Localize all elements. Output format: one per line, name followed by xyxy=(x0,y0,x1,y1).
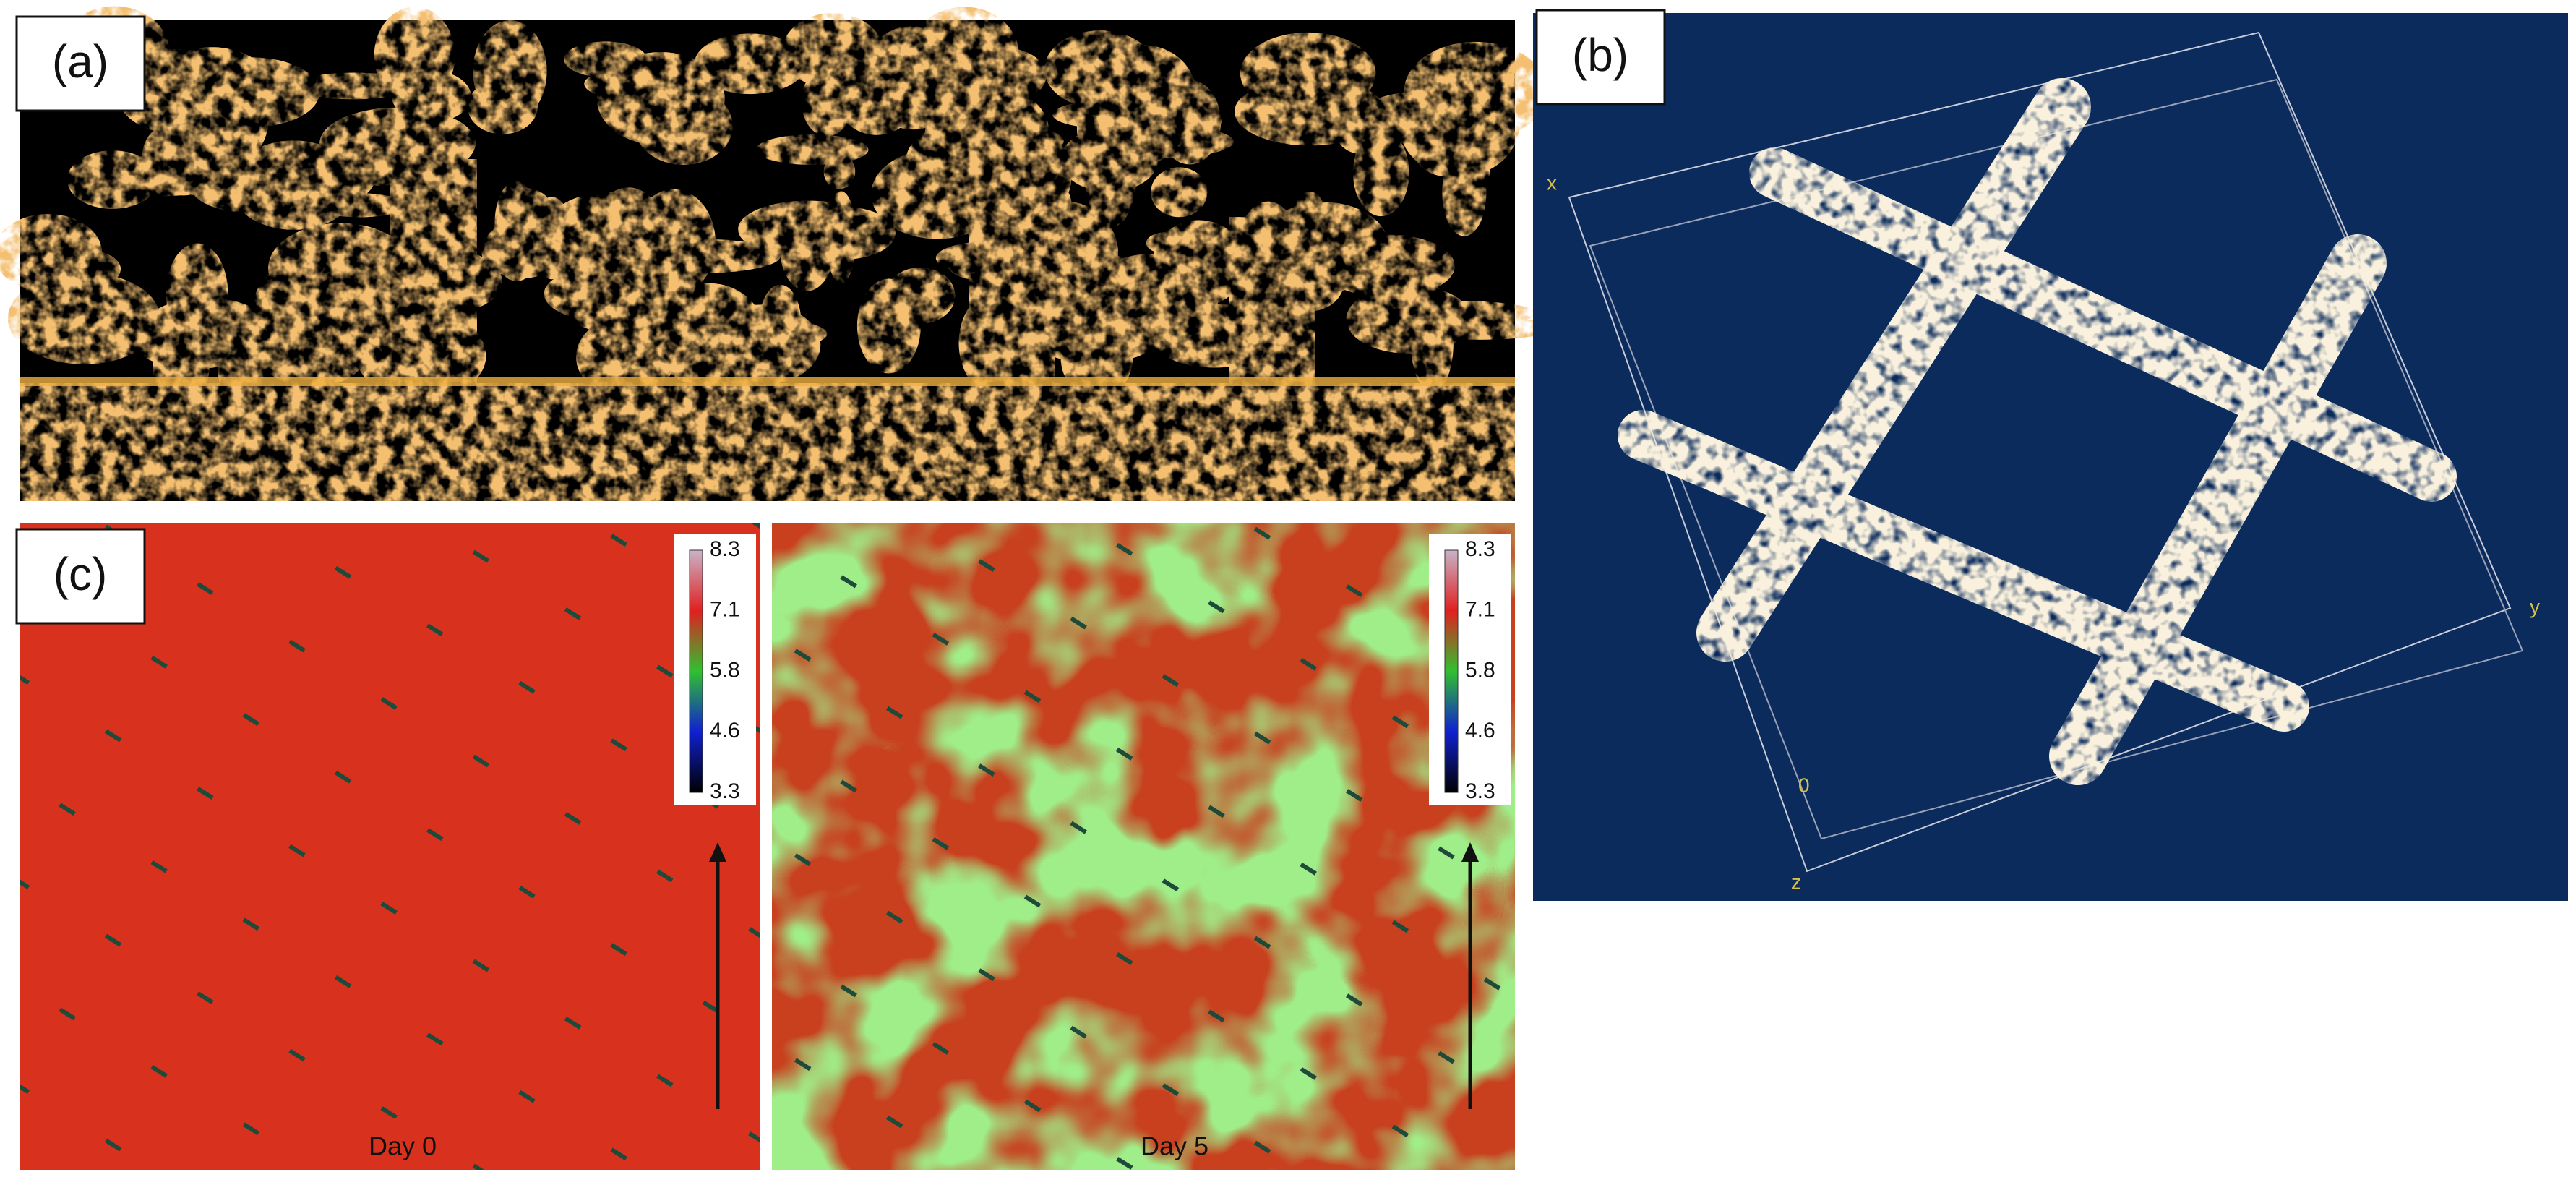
colorbar-tick-label: 3.3 xyxy=(1465,779,1495,803)
colorbar xyxy=(1444,549,1459,793)
scaffold-marks xyxy=(772,523,1515,1170)
substrate-line xyxy=(20,377,1515,386)
colorbar-tick-label: 8.3 xyxy=(710,537,740,561)
axis-label: y xyxy=(2530,595,2540,617)
axis-label: x xyxy=(1547,171,1557,194)
colorbar-tick-label: 5.8 xyxy=(1465,658,1495,682)
scaffold-fibers xyxy=(1618,78,2457,785)
arrow-head xyxy=(709,842,726,862)
panel-label-box xyxy=(1535,9,1666,106)
panel-label-box xyxy=(15,15,146,112)
colorbar-tick-label: 5.8 xyxy=(710,658,740,682)
panel-label: (c) xyxy=(53,548,108,600)
axis-label: z xyxy=(1791,870,1801,893)
colorbar-tick-label: 8.3 xyxy=(1465,537,1495,561)
axis-label: 0 xyxy=(1798,774,1810,796)
scaffold-marks xyxy=(20,523,760,1170)
colorbar-tick-label: 4.6 xyxy=(1465,719,1495,743)
panel-label: (a) xyxy=(52,35,108,87)
image-label: Day 0 xyxy=(369,1131,437,1161)
biofilm-texture xyxy=(0,6,1555,501)
colorbar-box xyxy=(674,534,756,805)
colorbar-box xyxy=(1429,534,1511,805)
panel-b: x y z 0 xyxy=(1533,13,2568,901)
panel-a xyxy=(0,6,1555,501)
colorbar-tick-label: 4.6 xyxy=(710,719,740,743)
colorbar-tick-label: 7.1 xyxy=(710,598,740,622)
panel-label: (b) xyxy=(1572,29,1628,81)
colorbar-tick-label: 7.1 xyxy=(1465,598,1495,622)
arrow-head xyxy=(1461,842,1479,862)
colorbar-tick-label: 3.3 xyxy=(710,779,740,803)
panel-c: 8.3 7.1 5.8 4.6 3.3 Day 0 8.3 7.1 5.8 4.6 3.3 Day 5 xyxy=(20,523,1515,1170)
colorbar xyxy=(689,549,703,793)
image-label: Day 5 xyxy=(1141,1131,1208,1161)
panel-label-box xyxy=(15,528,146,625)
